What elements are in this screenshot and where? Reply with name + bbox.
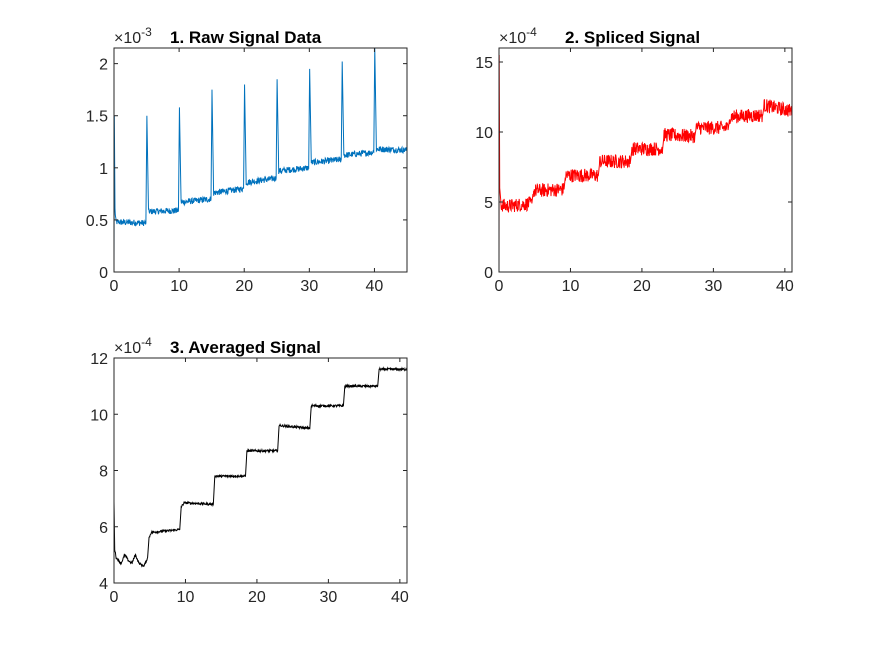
y-tick-label: 5 — [484, 195, 493, 212]
series-line — [114, 48, 407, 262]
panel-title: 3. Averaged Signal — [170, 338, 321, 357]
y-tick-label: 4 — [99, 576, 108, 593]
x-tick-label: 0 — [110, 278, 119, 295]
panel-title: 1. Raw Signal Data — [170, 28, 322, 47]
y-tick-label: 1.5 — [86, 109, 108, 126]
x-tick-label: 10 — [177, 589, 195, 606]
x-tick-label: 10 — [170, 278, 188, 295]
x-tick-label: 10 — [562, 278, 580, 295]
x-tick-label: 30 — [319, 589, 337, 606]
panel-averaged-signal: 3. Averaged Signal ×10-4 0 10 20 30 40 4 6 8 10 1… — [90, 335, 409, 606]
x-tick-label: 40 — [366, 278, 384, 295]
x-tick-label: 40 — [391, 589, 409, 606]
axes-box — [113, 47, 408, 273]
series-line — [499, 54, 792, 272]
x-tick-label: 40 — [776, 278, 794, 295]
panel-title: 2. Spliced Signal — [565, 28, 700, 47]
x-tick-label: 20 — [633, 278, 651, 295]
y-tick-label: 15 — [475, 55, 493, 72]
y-tick-label: 0 — [484, 265, 493, 282]
y-tick-label: 1 — [99, 161, 108, 178]
series-line — [114, 366, 407, 568]
y-tick-label: 12 — [90, 351, 108, 368]
x-tick-label: 30 — [704, 278, 722, 295]
exponent-label: ×10-4 — [114, 335, 152, 357]
y-tick-label: 10 — [475, 125, 493, 142]
x-tick-label: 0 — [495, 278, 504, 295]
exponent-label: ×10-3 — [114, 25, 152, 47]
x-tick-label: 30 — [300, 278, 318, 295]
y-tick-label: 6 — [99, 520, 108, 537]
y-tick-label: 0 — [99, 265, 108, 282]
axes-box — [498, 47, 793, 273]
y-tick-label: 10 — [90, 407, 108, 424]
y-tick-label: 0.5 — [86, 213, 108, 230]
x-tick-label: 20 — [235, 278, 253, 295]
y-tick-label: 8 — [99, 464, 108, 481]
y-tick-label: 2 — [99, 57, 108, 74]
exponent-label: ×10-4 — [499, 25, 537, 47]
panel-spliced-signal: 2. Spliced Signal ×10-4 0 10 20 30 40 0 5 10 15 — [475, 25, 794, 295]
x-tick-label: 20 — [248, 589, 266, 606]
panel-raw-signal: 1. Raw Signal Data ×10-3 0 10 20 30 40 0 0.5 1 1… — [86, 25, 408, 295]
x-tick-label: 0 — [110, 589, 119, 606]
